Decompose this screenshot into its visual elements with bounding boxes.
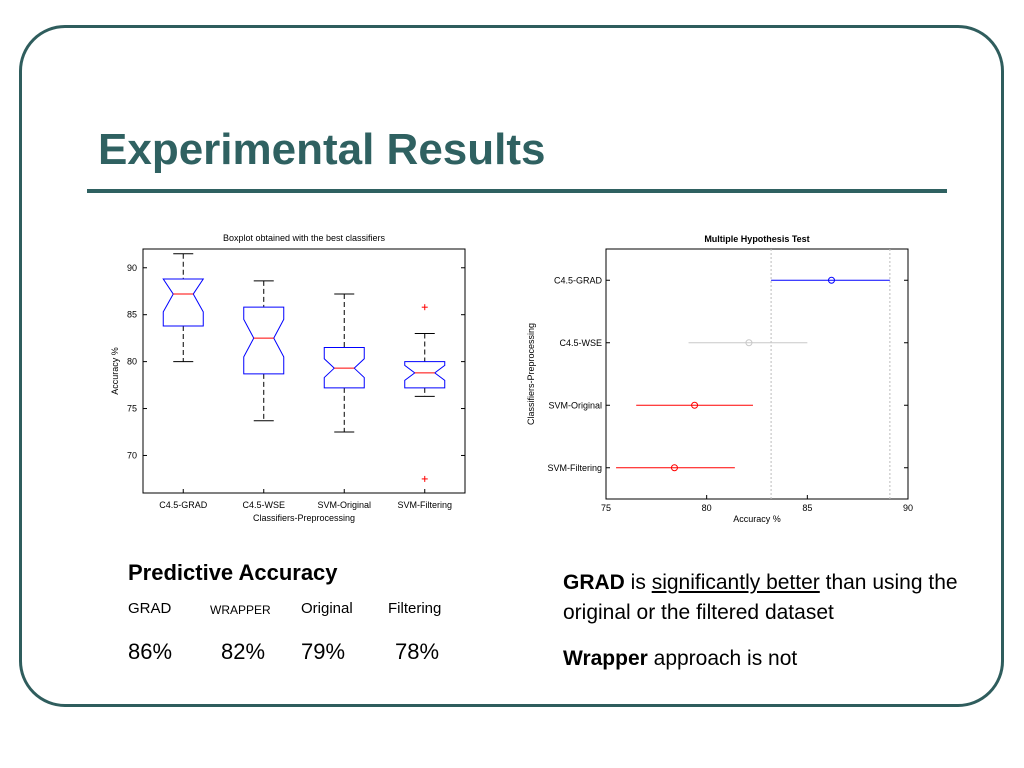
interval-c4-5-grad: [771, 276, 890, 284]
grad-is: is: [624, 571, 652, 594]
box-svm-original: [323, 293, 365, 433]
significantly-better: significantly better: [651, 571, 820, 594]
y-axis-label: Classifiers-Preprocessing: [526, 323, 536, 425]
y-tick-label-svm-original: SVM-Original: [548, 400, 602, 410]
hypothesis-test-chart: Multiple Hypothesis Test Accuracy % Classi…: [526, 234, 913, 524]
conclusions: GRAD is significantly better than using …: [563, 568, 1013, 690]
grad-bold: GRAD: [563, 571, 625, 594]
mean-marker: [827, 276, 835, 284]
notched-box: [404, 361, 446, 389]
x-tick-label-svm-filtering: SVM-Filtering: [397, 500, 452, 510]
x-tick-label-svm-original: SVM-Original: [317, 500, 371, 510]
grad-rest: than using the original or the filtered …: [563, 571, 958, 624]
slide-frame: [19, 25, 1004, 707]
conclusion-grad: GRAD is significantly better than using …: [563, 568, 1013, 628]
x-axis-label: Classifiers-Preprocessing: [253, 513, 355, 523]
notched-box: [162, 278, 205, 327]
x-tick-label: 85: [802, 503, 812, 513]
notched-box: [243, 306, 285, 375]
box-svm-filtering: [404, 304, 446, 482]
y-tick-label-svm-filtering: SVM-Filtering: [547, 463, 602, 473]
chart-title: Multiple Hypothesis Test: [704, 234, 809, 244]
plot-area: [605, 248, 909, 500]
y-tick-label: 75: [127, 404, 137, 414]
notched-box: [323, 347, 365, 389]
interval-svm-original: [636, 401, 753, 409]
wrapper-rest: approach is not: [647, 647, 798, 670]
x-axis-label: Accuracy %: [733, 514, 781, 524]
pa-header-grad: GRAD: [128, 600, 172, 617]
box-c4-5-wse: [243, 280, 285, 422]
boxplot-chart: Boxplot obtained with the best classifie…: [110, 233, 466, 523]
x-tick-label: 80: [702, 503, 712, 513]
pa-header-filtering: Filtering: [388, 600, 442, 617]
slide-title: Experimental Results: [98, 125, 546, 174]
x-tick-label-c4-5-grad: C4.5-GRAD: [159, 500, 208, 510]
y-tick-label: 90: [127, 263, 137, 273]
plot-area: [142, 248, 466, 494]
x-tick-label: 75: [601, 503, 611, 513]
y-tick-label: 70: [127, 450, 137, 460]
chart-title: Boxplot obtained with the best classifie…: [223, 233, 386, 243]
y-tick-label: 80: [127, 357, 137, 367]
pa-value-grad: 86%: [128, 639, 173, 664]
mean-marker: [691, 401, 699, 409]
box-c4-5-grad: [162, 253, 205, 363]
x-tick-label-c4-5-wse: C4.5-WSE: [242, 500, 285, 510]
predictive-accuracy-title: Predictive Accuracy: [128, 560, 338, 585]
pa-header-original: Original: [301, 600, 353, 617]
y-tick-label: 85: [127, 310, 137, 320]
mean-marker: [670, 464, 678, 472]
y-tick-label-c4-5-grad: C4.5-GRAD: [554, 275, 603, 285]
wrapper-bold: Wrapper: [563, 647, 648, 670]
conclusion-wrapper: Wrapper approach is not: [563, 644, 1013, 674]
pa-value-filtering: 78%: [395, 639, 440, 664]
pa-value-original: 79%: [301, 639, 346, 664]
interval-svm-filtering: [616, 464, 735, 472]
title-underline: [87, 189, 947, 193]
pa-value-wrapper: 82%: [221, 639, 266, 664]
x-tick-label: 90: [903, 503, 913, 513]
y-axis-label: Accuracy %: [110, 347, 120, 395]
y-tick-label-c4-5-wse: C4.5-WSE: [559, 338, 602, 348]
interval-c4-5-wse: [688, 339, 808, 347]
mean-marker: [745, 339, 753, 347]
pa-header-wrapper: WRAPPER: [210, 603, 271, 617]
